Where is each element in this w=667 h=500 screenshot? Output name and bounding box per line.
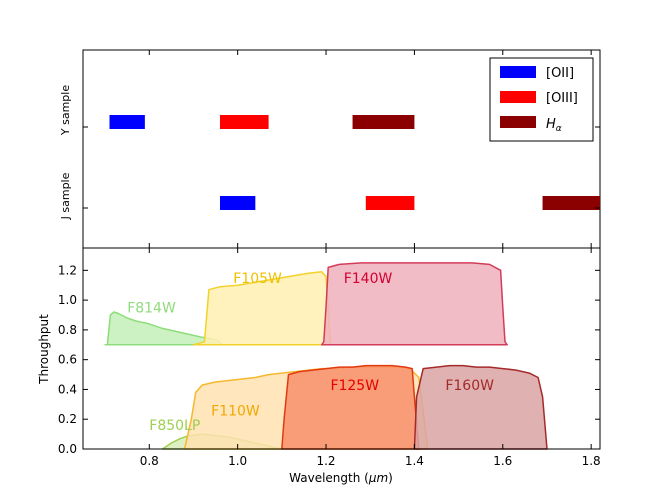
x-axis-label: Wavelength (μm) xyxy=(289,471,393,485)
throughput-curves xyxy=(104,262,548,450)
range-bar-y-sample-oii xyxy=(109,115,145,129)
filter-label-f125w: F125W xyxy=(330,378,379,394)
y-axis-label: Throughput xyxy=(37,314,51,385)
x-tick-label: 1.4 xyxy=(405,454,424,468)
throughput-curve-f140w xyxy=(320,262,508,346)
filter-label-f140w: F140W xyxy=(344,271,393,287)
top-y-ticks xyxy=(83,126,600,209)
x-axis-ticks: 0.8 1.0 1.2 1.4 1.6 1.8 xyxy=(140,50,601,468)
throughput-curve-f125w xyxy=(281,364,420,450)
y-tick-label: 0.0 xyxy=(58,442,77,456)
x-tick-label: 0.8 xyxy=(140,454,159,468)
x-tick-label: 1.0 xyxy=(228,454,247,468)
row-label-y-sample: Y sample xyxy=(59,85,72,136)
x-axis-label-unit: μm xyxy=(368,471,388,485)
x-tick-label: 1.2 xyxy=(316,454,335,468)
filter-label-f110w: F110W xyxy=(211,403,260,419)
y-tick-label: 0.2 xyxy=(58,412,77,426)
top-range-bars xyxy=(109,115,600,210)
y-tick-label: 1.0 xyxy=(58,293,77,307)
filter-label-f105w: F105W xyxy=(233,271,282,287)
row-label-j-sample: J sample xyxy=(59,172,72,220)
legend: [OII] [OIII] Hα xyxy=(489,57,594,142)
filter-label-f160w: F160W xyxy=(445,378,494,394)
legend-label-halpha-sub: α xyxy=(556,124,562,134)
y-tick-label: 0.8 xyxy=(58,323,77,337)
y-tick-label: 0.4 xyxy=(58,382,77,396)
bottom-panel-frame xyxy=(82,247,601,450)
x-tick-label: 1.8 xyxy=(582,454,601,468)
legend-label-oii: [OII] xyxy=(546,66,574,81)
range-bar-j-sample-oii xyxy=(219,196,256,210)
legend-swatch-halpha xyxy=(500,116,536,128)
legend-label-oiii: [OIII] xyxy=(546,91,578,106)
x-axis-label-end: ) xyxy=(388,471,393,485)
filter-label-f850lp: F850LP xyxy=(149,418,200,434)
top-panel: Y sample J sample [OII] [OIII] Hα xyxy=(59,49,601,249)
x-axis-label-main: Wavelength ( xyxy=(289,471,369,485)
y-tick-label: 0.6 xyxy=(58,353,77,367)
range-bar-y-sample-halpha xyxy=(352,115,415,129)
x-tick-label: 1.6 xyxy=(493,454,512,468)
throughput-curve-f160w xyxy=(413,364,548,450)
legend-swatch-oiii xyxy=(500,91,536,103)
y-axis-ticks: 0.0 0.2 0.4 0.6 0.8 1.0 1.2 xyxy=(58,263,600,456)
legend-label-halpha-base: H xyxy=(546,117,556,132)
y-tick-label: 1.2 xyxy=(58,263,77,277)
filter-labels: F814W F850LP F110W F105W F140W F125W F160W xyxy=(127,271,494,434)
range-bar-j-sample-halpha xyxy=(542,196,600,210)
legend-swatch-oii xyxy=(500,66,536,78)
range-bar-y-sample-oiii xyxy=(219,115,269,129)
legend-label-halpha: Hα xyxy=(546,117,562,134)
bottom-panel: F814W F850LP F110W F105W F140W F125W F160W 0.8… xyxy=(37,50,601,485)
filter-label-f814w: F814W xyxy=(127,301,176,317)
range-bar-j-sample-oiii xyxy=(365,196,415,210)
